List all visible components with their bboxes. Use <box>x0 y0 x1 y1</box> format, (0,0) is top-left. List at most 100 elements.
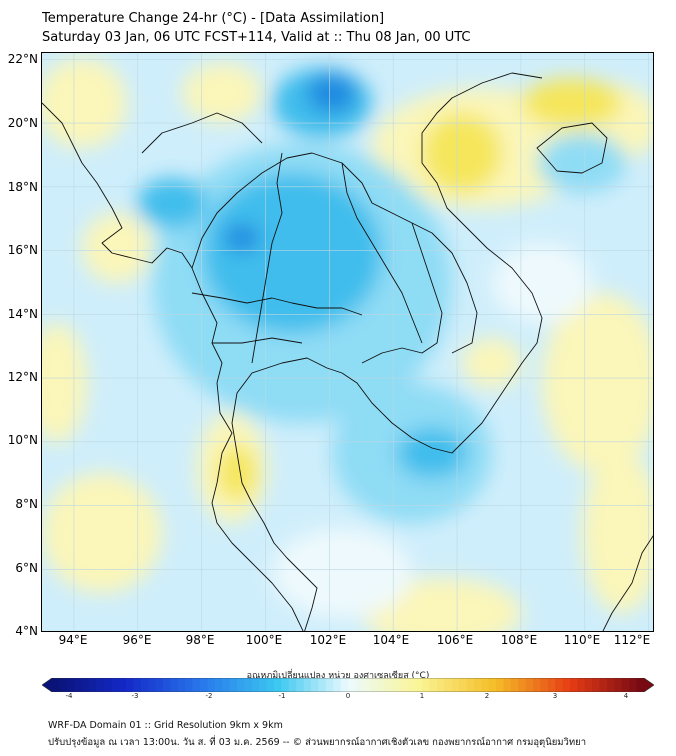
colorbar-cell <box>325 678 334 692</box>
lat-label: 6°N <box>15 561 38 575</box>
warm-patch <box>542 293 653 473</box>
lat-lon-grid <box>42 53 653 631</box>
colorbar-cell <box>266 678 275 692</box>
warm-patch <box>42 323 87 443</box>
colorbar-cell <box>481 678 489 692</box>
colorbar-tick: -2 <box>205 692 213 700</box>
colorbar-cell <box>192 678 201 692</box>
lon-label: 94°E <box>58 633 88 647</box>
map-subtitle: Saturday 03 Jan, 06 UTC FCST+114, Valid … <box>42 30 471 45</box>
colorbar <box>42 678 654 692</box>
hainan-island <box>536 122 608 174</box>
lon-label: 110°E <box>563 633 601 647</box>
colorbar-cell <box>621 678 630 692</box>
colorbar-cell <box>96 678 105 692</box>
colorbar-cell <box>436 678 445 692</box>
colorbar-cell <box>59 678 68 692</box>
colorbar-cell <box>577 678 586 692</box>
lon-label: 108°E <box>500 633 538 647</box>
cool-patch <box>202 173 382 333</box>
colorbar-cell <box>74 678 82 692</box>
colorbar-cell <box>311 678 319 692</box>
country-border <box>212 337 303 344</box>
colorbar-cell <box>385 678 393 692</box>
colorbar-cell <box>562 678 571 692</box>
colorbar-cell <box>281 678 290 692</box>
model-info: WRF-DA Domain 01 :: Grid Resolution 9km … <box>48 720 283 731</box>
warm-patch <box>522 78 622 128</box>
colorbar-cell <box>407 678 415 692</box>
warm-patch <box>462 338 522 388</box>
country-border <box>411 222 478 354</box>
country-border <box>341 162 423 344</box>
colorbar-cell <box>259 678 267 692</box>
colorbar-cell <box>399 678 408 692</box>
lon-label: 98°E <box>185 633 215 647</box>
colorbar-cell <box>636 678 645 692</box>
cool-patch <box>137 178 207 228</box>
lat-label: 8°N <box>15 497 38 511</box>
warm-patch <box>217 445 257 501</box>
colorbar-tick: -4 <box>65 692 73 700</box>
colorbar-cell <box>133 678 142 692</box>
colorbar-cell <box>466 678 475 692</box>
country-border <box>251 152 283 364</box>
map-panel <box>41 52 654 632</box>
cool-patch <box>537 133 627 193</box>
colorbar-min-arrow <box>42 678 52 692</box>
cool-patch <box>397 428 467 478</box>
colorbar-cell <box>103 678 112 692</box>
lat-label: 12°N <box>7 370 38 384</box>
colorbar-cell <box>370 678 378 692</box>
cool-patch <box>224 224 260 252</box>
country-border <box>191 292 363 316</box>
colorbar-tick: 2 <box>484 692 490 700</box>
colorbar-tick: 0 <box>345 692 351 700</box>
colorbar-cell <box>66 678 75 692</box>
warm-patch <box>42 473 162 593</box>
colorbar-cell <box>81 678 90 692</box>
myanmar-coast <box>42 102 233 454</box>
colorbar-cell <box>473 678 482 692</box>
colorbar-cell <box>355 678 364 692</box>
colorbar-cell <box>533 678 541 692</box>
lat-label: 20°N <box>7 116 38 130</box>
warm-patch <box>492 243 592 323</box>
colorbar-cell <box>296 678 304 692</box>
warm-patch <box>422 113 502 193</box>
colorbar-cell <box>518 678 526 692</box>
colorbar-cell <box>592 678 600 692</box>
vietnam-coast <box>421 72 543 444</box>
borneo-coast <box>602 535 653 631</box>
lat-label: 22°N <box>7 52 38 66</box>
lon-label: 102°E <box>309 633 347 647</box>
colorbar-cell <box>155 678 164 692</box>
colorbar-cell <box>584 678 593 692</box>
lon-label: 112°E <box>613 633 651 647</box>
colorbar-tick: 4 <box>623 692 629 700</box>
colorbar-cell <box>274 678 282 692</box>
colorbar-max-arrow <box>644 678 654 692</box>
colorbar-cell <box>185 678 193 692</box>
colorbar-cell <box>540 678 549 692</box>
warm-patch <box>182 63 262 123</box>
colorbar-cell <box>377 678 386 692</box>
colorbar-cell <box>200 678 208 692</box>
temperature-field <box>42 53 653 631</box>
warm-patch <box>82 213 152 283</box>
temperature-change-map <box>42 53 653 631</box>
lon-label: 104°E <box>372 633 410 647</box>
colorbar-cell <box>244 678 253 692</box>
colorbar-title: อุณหภูมิเปลี่ยนแปลง หน่วย องศาเซลเซียส (… <box>246 671 430 681</box>
colorbar-cell <box>140 678 149 692</box>
colorbar-cell <box>52 678 60 692</box>
colorbar-cell <box>496 678 504 692</box>
colorbar-cell <box>177 678 186 692</box>
colorbar-cell <box>555 678 563 692</box>
colorbar-cell <box>451 678 460 692</box>
colorbar-cell <box>607 678 615 692</box>
colorbar-cell <box>89 678 97 692</box>
colorbar-cell <box>126 678 134 692</box>
colorbar-cell <box>251 678 260 692</box>
credit-line: ปรับปรุงข้อมูล ณ เวลา 13:00น. วัน ส. ที่… <box>48 737 587 748</box>
